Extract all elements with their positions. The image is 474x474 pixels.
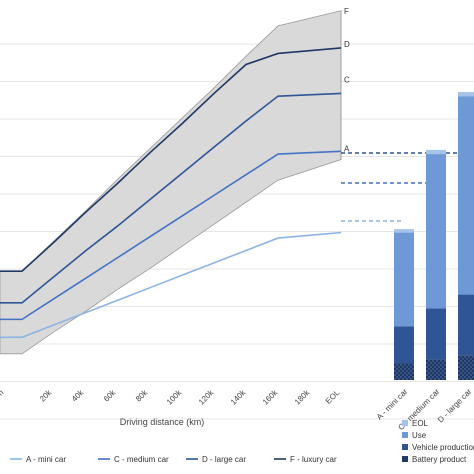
legend-line-label: F - luxury car (290, 455, 337, 464)
x-tick-label: 20k (38, 387, 54, 403)
bar-segment (394, 232, 414, 327)
legend-line-label: C - medium car (114, 455, 169, 464)
series-line-3 (0, 92, 342, 304)
legend-bar-label: Battery product (412, 455, 467, 464)
x-tick-label: 160k (261, 387, 280, 406)
series-line-4 (0, 47, 342, 272)
series-line-1 (0, 231, 342, 339)
end-labels: F D C A (344, 7, 350, 154)
x-tick-label: 120k (197, 387, 216, 406)
legend-bar-swatch (402, 456, 408, 462)
stacked-bars (394, 92, 474, 380)
bar-segment (458, 92, 474, 97)
series-line-2 (0, 150, 342, 321)
bar-segment (426, 154, 446, 309)
bar-segment (394, 363, 414, 380)
end-label: D (344, 40, 350, 49)
legend: A - mini car C - medium car D - large car F… (10, 419, 474, 464)
x-tick-label: 100k (165, 387, 184, 406)
end-label: A (344, 145, 350, 154)
x-tick-label: 60k (102, 387, 118, 403)
x-tick-label: 40k (70, 387, 86, 403)
legend-line-label: A - mini car (26, 455, 66, 464)
legend-bar-label: Vehicle production (412, 443, 474, 452)
x-tick-label: 140k (229, 387, 248, 406)
legend-bar-swatch (402, 432, 408, 438)
bar-segment (394, 326, 414, 364)
x-tick-label: ction (0, 388, 5, 406)
bar-segment (458, 294, 474, 356)
bar-segment (426, 359, 446, 380)
bar-segment (426, 308, 446, 360)
end-label: C (344, 76, 350, 85)
x-tick-label: 80k (134, 387, 150, 403)
legend-bar-swatch (402, 420, 408, 426)
x-tick-label: EOL (324, 388, 342, 406)
end-label: F (344, 7, 349, 16)
legend-bar-label: Use (412, 431, 427, 440)
legend-bar-label: EOL (412, 419, 429, 428)
line-series (0, 47, 342, 339)
bar-segment (458, 96, 474, 295)
bar-segment (426, 149, 446, 155)
bar-segment (458, 355, 474, 380)
x-tick-label: 180k (293, 387, 312, 406)
bar-segment (394, 229, 414, 233)
x-axis-ticks: ction 20k 40k 60k 80k 100k 120k 140k 160k 180k EOL (0, 387, 342, 406)
dashed-connectors (341, 152, 466, 222)
legend-line-label: D - large car (202, 455, 246, 464)
legend-bar-swatch (402, 444, 408, 450)
x-axis-title: Driving distance (km) (120, 417, 205, 427)
